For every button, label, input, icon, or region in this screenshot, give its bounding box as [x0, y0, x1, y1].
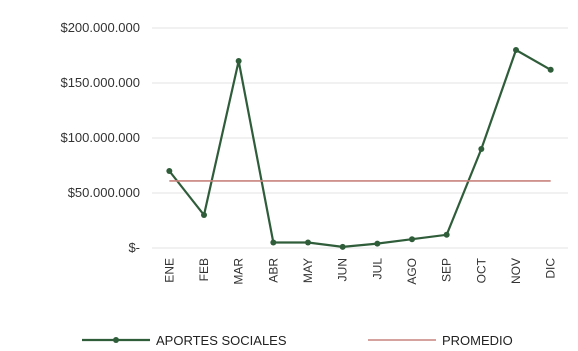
y-axis-tick-labels: $- $50.000.000 $100.000.000 $150.000.000 $20… — [60, 20, 140, 255]
data-point — [305, 239, 311, 246]
data-point — [409, 236, 415, 243]
data-point — [166, 168, 173, 174]
x-category-label: AGO — [405, 258, 419, 285]
x-category-label: JUN — [336, 258, 350, 281]
y-tick-label: $200.000.000 — [60, 20, 140, 35]
data-point — [374, 240, 381, 247]
legend-label-aportes: APORTES SOCIALES — [156, 333, 287, 348]
x-category-label: MAR — [232, 258, 246, 285]
data-point — [235, 58, 242, 64]
x-category-label: SEP — [440, 258, 454, 282]
data-point — [339, 243, 346, 250]
data-point — [513, 47, 519, 53]
data-point — [270, 239, 277, 246]
x-category-label: DIC — [544, 258, 558, 279]
series-lines — [166, 47, 554, 250]
x-category-label: FEB — [197, 258, 211, 281]
x-axis-category-labels: ENE FEB MAR ABR MAY JUN JUL AGO SEP OCT NOV DIC — [162, 257, 557, 284]
data-point — [443, 231, 450, 238]
y-tick-label: $50.000.000 — [68, 185, 140, 200]
data-point — [547, 66, 554, 73]
x-category-label: ENE — [162, 258, 176, 283]
legend-marker-aportes — [113, 337, 119, 343]
x-category-label: NOV — [509, 258, 523, 284]
gridlines — [152, 27, 568, 249]
x-category-label: JUL — [370, 258, 384, 280]
aportes-sociales-line — [168, 48, 552, 249]
data-point — [478, 146, 485, 152]
x-category-label: ABR — [266, 258, 280, 283]
legend: APORTES SOCIALES PROMEDIO — [82, 333, 513, 348]
y-tick-label: $150.000.000 — [60, 75, 140, 90]
data-point — [201, 212, 207, 218]
legend-label-promedio: PROMEDIO — [442, 333, 513, 348]
x-category-label: OCT — [474, 257, 488, 283]
x-category-label: MAY — [301, 258, 315, 283]
y-tick-label: $- — [128, 240, 140, 255]
y-tick-label: $100.000.000 — [60, 130, 140, 145]
